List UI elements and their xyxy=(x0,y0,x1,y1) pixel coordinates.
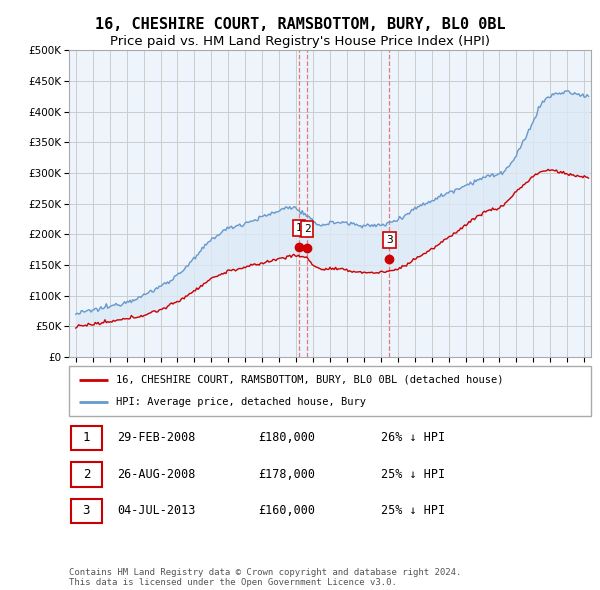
Text: 29-FEB-2008: 29-FEB-2008 xyxy=(117,431,196,444)
Text: Price paid vs. HM Land Registry's House Price Index (HPI): Price paid vs. HM Land Registry's House … xyxy=(110,35,490,48)
Text: £180,000: £180,000 xyxy=(258,431,315,444)
Text: 2: 2 xyxy=(83,468,90,481)
Text: 26% ↓ HPI: 26% ↓ HPI xyxy=(381,431,445,444)
Text: 16, CHESHIRE COURT, RAMSBOTTOM, BURY, BL0 0BL: 16, CHESHIRE COURT, RAMSBOTTOM, BURY, BL… xyxy=(95,17,505,31)
Text: £178,000: £178,000 xyxy=(258,468,315,481)
Text: Contains HM Land Registry data © Crown copyright and database right 2024.
This d: Contains HM Land Registry data © Crown c… xyxy=(69,568,461,587)
Text: HPI: Average price, detached house, Bury: HPI: Average price, detached house, Bury xyxy=(116,397,366,407)
Text: 25% ↓ HPI: 25% ↓ HPI xyxy=(381,504,445,517)
Text: 1: 1 xyxy=(83,431,90,444)
Text: £160,000: £160,000 xyxy=(258,504,315,517)
Text: 3: 3 xyxy=(386,235,393,245)
Text: 1: 1 xyxy=(296,223,302,233)
Text: 04-JUL-2013: 04-JUL-2013 xyxy=(117,504,196,517)
Text: 25% ↓ HPI: 25% ↓ HPI xyxy=(381,468,445,481)
Text: 3: 3 xyxy=(83,504,90,517)
Text: 16, CHESHIRE COURT, RAMSBOTTOM, BURY, BL0 0BL (detached house): 16, CHESHIRE COURT, RAMSBOTTOM, BURY, BL… xyxy=(116,375,503,385)
Text: 26-AUG-2008: 26-AUG-2008 xyxy=(117,468,196,481)
Text: 2: 2 xyxy=(304,224,311,234)
